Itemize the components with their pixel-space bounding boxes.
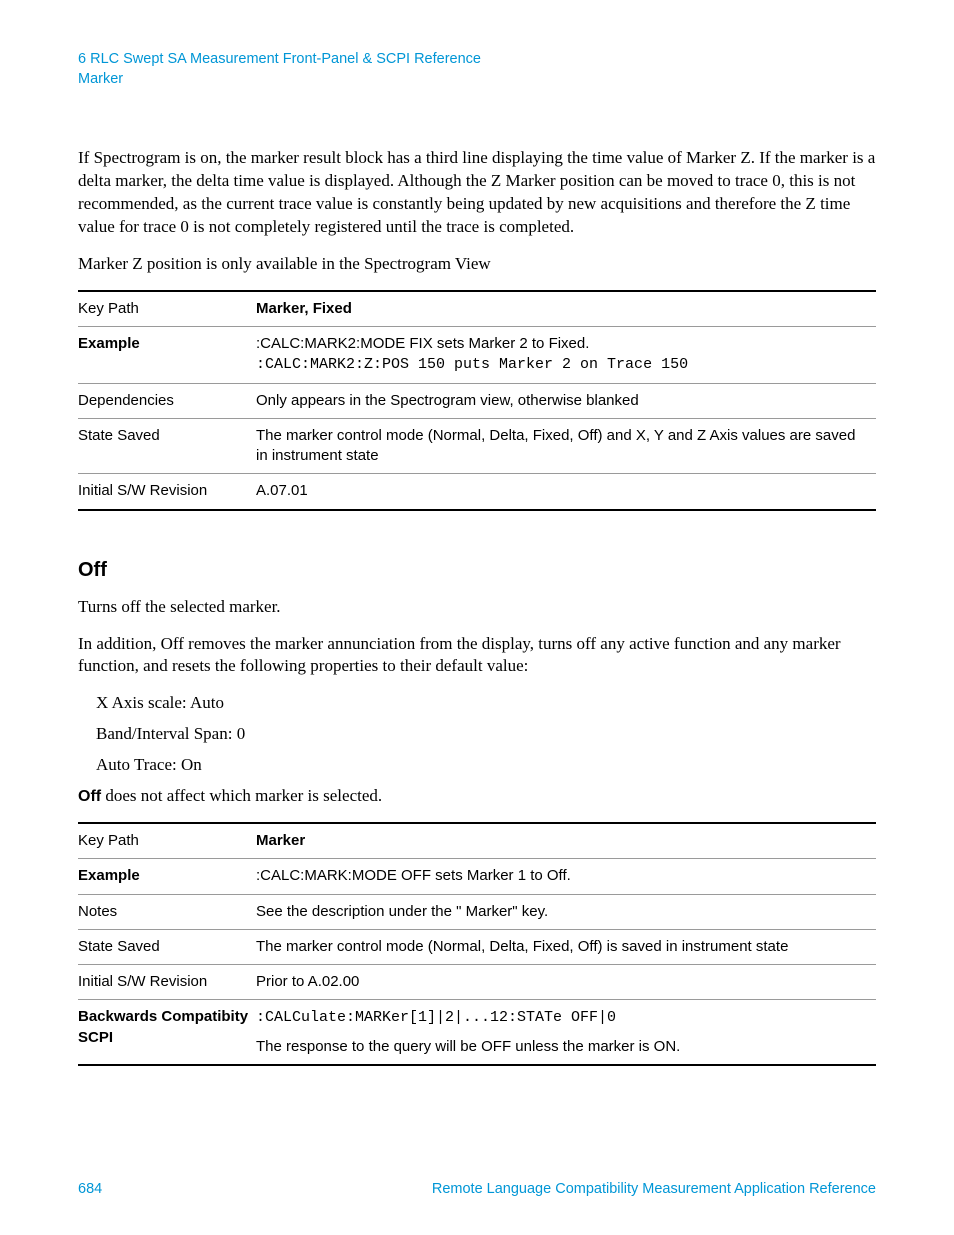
cell-key: Example [78, 327, 256, 384]
off-bullet-1: X Axis scale: Auto [78, 692, 876, 715]
table-row: Backwards Compatibity SCPI :CALCulate:MA… [78, 1000, 876, 1065]
cell-key: Initial S/W Revision [78, 474, 256, 510]
cell-val: Only appears in the Spectrogram view, ot… [256, 383, 876, 418]
cell-key: State Saved [78, 929, 256, 964]
off-bullet-2: Band/Interval Span: 0 [78, 723, 876, 746]
page-number: 684 [78, 1181, 102, 1197]
table-row: Example :CALC:MARK2:MODE FIX sets Marker… [78, 327, 876, 384]
spec-table-off: Key Path Marker Example :CALC:MARK:MODE … [78, 822, 876, 1066]
table-row: Initial S/W Revision Prior to A.02.00 [78, 965, 876, 1000]
off-para-1: Turns off the selected marker. [78, 596, 876, 619]
off-para-3: Off does not affect which marker is sele… [78, 785, 876, 808]
cell-key: Notes [78, 894, 256, 929]
table-row: Example :CALC:MARK:MODE OFF sets Marker … [78, 859, 876, 894]
cell-val: :CALCulate:MARKer[1]|2|...12:STATe OFF|0… [256, 1000, 876, 1065]
table-row: Key Path Marker [78, 823, 876, 859]
table-row: Notes See the description under the " Ma… [78, 894, 876, 929]
cell-val: Prior to A.02.00 [256, 965, 876, 1000]
intro-para-1: If Spectrogram is on, the marker result … [78, 147, 876, 239]
cell-val-line1: :CALC:MARK2:MODE FIX sets Marker 2 to Fi… [256, 335, 589, 352]
cell-key: Initial S/W Revision [78, 965, 256, 1000]
cell-val: :CALC:MARK2:MODE FIX sets Marker 2 to Fi… [256, 327, 876, 384]
running-header: 6 RLC Swept SA Measurement Front-Panel &… [78, 50, 876, 89]
off-para-3-rest: does not affect which marker is selected… [101, 786, 382, 805]
off-para-3-bold: Off [78, 788, 101, 805]
off-bullet-3: Auto Trace: On [78, 754, 876, 777]
table-row: Dependencies Only appears in the Spectro… [78, 383, 876, 418]
table-row: Key Path Marker, Fixed [78, 291, 876, 327]
cell-val: The marker control mode (Normal, Delta, … [256, 418, 876, 474]
cell-val-text: Marker, Fixed [256, 300, 352, 317]
cell-val: :CALC:MARK:MODE OFF sets Marker 1 to Off… [256, 859, 876, 894]
spec-table-fixed: Key Path Marker, Fixed Example :CALC:MAR… [78, 290, 876, 511]
cell-val: See the description under the " Marker" … [256, 894, 876, 929]
page: 6 RLC Swept SA Measurement Front-Panel &… [0, 0, 954, 1235]
cell-val-line2: :CALC:MARK2:Z:POS 150 puts Marker 2 on T… [256, 356, 688, 373]
cell-key: Key Path [78, 823, 256, 859]
table-row: State Saved The marker control mode (Nor… [78, 418, 876, 474]
cell-val: Marker, Fixed [256, 291, 876, 327]
cell-key: Backwards Compatibity SCPI [78, 1000, 256, 1065]
cell-val-line1: :CALCulate:MARKer[1]|2|...12:STATe OFF|0 [256, 1009, 616, 1026]
cell-val: The marker control mode (Normal, Delta, … [256, 929, 876, 964]
section-heading-off: Off [78, 559, 876, 582]
header-topic: Marker [78, 70, 876, 90]
intro-para-2: Marker Z position is only available in t… [78, 253, 876, 276]
table-row: Initial S/W Revision A.07.01 [78, 474, 876, 510]
off-para-2: In addition, Off removes the marker annu… [78, 633, 876, 679]
cell-key: State Saved [78, 418, 256, 474]
cell-val: A.07.01 [256, 474, 876, 510]
cell-val-line2: The response to the query will be OFF un… [256, 1038, 680, 1055]
cell-key: Key Path [78, 291, 256, 327]
footer-title: Remote Language Compatibility Measuremen… [432, 1181, 876, 1197]
table-row: State Saved The marker control mode (Nor… [78, 929, 876, 964]
page-footer: 684 Remote Language Compatibility Measur… [78, 1181, 876, 1197]
cell-val-text: Marker [256, 832, 305, 849]
spacer [256, 1029, 870, 1037]
cell-val: Marker [256, 823, 876, 859]
cell-key: Dependencies [78, 383, 256, 418]
cell-key: Example [78, 859, 256, 894]
header-chapter: 6 RLC Swept SA Measurement Front-Panel &… [78, 50, 876, 70]
